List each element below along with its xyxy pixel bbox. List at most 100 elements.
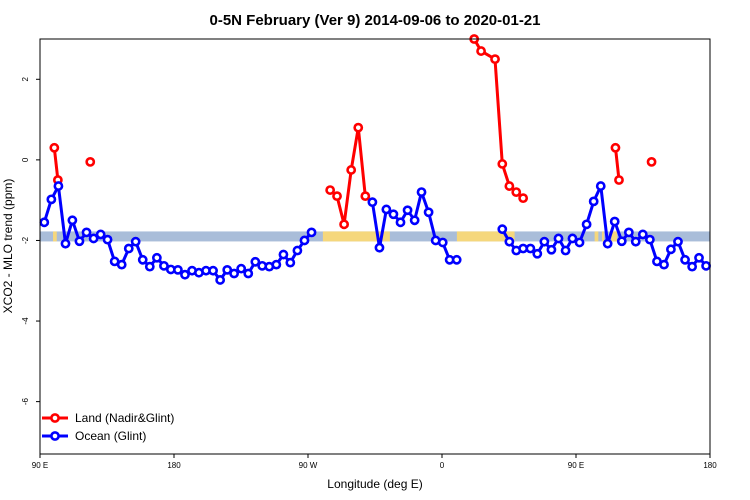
ocean-data-point bbox=[278, 249, 289, 260]
y-tick-label: 0 bbox=[21, 157, 30, 162]
ocean-data-point bbox=[701, 260, 711, 271]
land-data-point bbox=[353, 122, 364, 133]
land-data-point bbox=[614, 175, 624, 185]
legend-land-marker bbox=[50, 413, 60, 423]
land-data-point bbox=[497, 159, 508, 169]
land-data-point bbox=[518, 193, 529, 204]
land-data-point bbox=[325, 185, 336, 195]
ocean-data-point bbox=[299, 235, 310, 246]
ocean-data-point bbox=[637, 229, 648, 240]
land-data-point bbox=[490, 54, 500, 65]
land-data-point bbox=[511, 187, 522, 198]
ocean-data-point bbox=[243, 268, 254, 279]
ocean-data-point bbox=[236, 263, 247, 274]
land-data-point bbox=[49, 142, 60, 153]
ocean-data-point bbox=[680, 254, 690, 265]
ocean-data-point bbox=[694, 252, 704, 263]
land-series-line bbox=[614, 147, 621, 181]
ocean-data-point bbox=[374, 242, 385, 253]
land-data-point bbox=[360, 191, 371, 202]
legend: Land (Nadir&Glint) Ocean (Glint) bbox=[42, 411, 174, 443]
land-series-line bbox=[52, 147, 60, 181]
ocean-data-point bbox=[659, 259, 669, 270]
ocean-data-point bbox=[46, 194, 57, 205]
legend-ocean-label: Ocean (Glint) bbox=[75, 429, 146, 443]
ocean-data-point bbox=[53, 181, 64, 191]
ocean-data-point bbox=[437, 237, 448, 248]
ocean-data-point bbox=[666, 244, 676, 255]
ocean-data-point bbox=[208, 265, 218, 276]
ocean-data-point bbox=[88, 233, 99, 244]
land-data-point bbox=[646, 156, 657, 167]
x-axis: 90 E 180 90 W 0 90 E 180 bbox=[32, 454, 717, 470]
y-tick-label: 2 bbox=[21, 77, 30, 82]
y-tick-label: -4 bbox=[21, 317, 30, 325]
land-data-point bbox=[610, 142, 621, 153]
ocean-data-point bbox=[250, 256, 261, 267]
ocean-data-point bbox=[539, 236, 550, 247]
x-tick-label: 90 W bbox=[299, 461, 318, 470]
ocean-data-point bbox=[546, 244, 557, 255]
ocean-data-point bbox=[560, 245, 571, 256]
land-band-segment bbox=[322, 231, 390, 242]
ocean-data-point bbox=[525, 243, 536, 254]
land-band-segment bbox=[611, 231, 617, 242]
x-tick-label: 90 E bbox=[32, 461, 48, 470]
ocean-data-point bbox=[116, 259, 127, 270]
land-band-segment bbox=[456, 231, 515, 242]
ocean-data-point bbox=[60, 238, 71, 249]
ocean-data-point bbox=[616, 236, 627, 247]
ocean-data-point bbox=[416, 187, 427, 198]
y-axis: 2 0 -2 -4 -6 bbox=[21, 77, 40, 406]
ocean-data-point bbox=[395, 217, 406, 228]
plot-frame bbox=[39, 38, 711, 455]
ocean-data-point bbox=[532, 248, 543, 259]
ocean-data-point bbox=[673, 236, 683, 247]
x-tick-label: 180 bbox=[703, 461, 717, 470]
ocean-data-point bbox=[388, 209, 399, 220]
land-band-segment bbox=[594, 231, 599, 242]
ocean-data-point bbox=[137, 254, 148, 265]
ocean-data-point bbox=[451, 254, 462, 265]
ocean-data-point bbox=[630, 236, 641, 247]
legend-ocean-marker bbox=[50, 431, 60, 441]
ocean-data-point bbox=[687, 261, 698, 272]
ocean-data-point bbox=[423, 207, 434, 218]
ocean-data-point bbox=[292, 245, 303, 256]
x-axis-label: Longitude (deg E) bbox=[327, 477, 422, 491]
ocean-data-point bbox=[215, 275, 226, 285]
ocean-data-point bbox=[306, 227, 317, 238]
ocean-data-point bbox=[567, 233, 578, 244]
land-data-point bbox=[476, 46, 486, 56]
ocean-data-point bbox=[623, 227, 634, 238]
ocean-data-point bbox=[95, 229, 106, 240]
land-data-point bbox=[332, 191, 342, 202]
ocean-data-point bbox=[81, 227, 92, 238]
y-tick-label: -2 bbox=[21, 236, 30, 244]
ocean-data-point bbox=[553, 233, 564, 244]
legend-land-label: Land (Nadir&Glint) bbox=[75, 411, 174, 425]
x-tick-label: 0 bbox=[440, 461, 445, 470]
ocean-data-point bbox=[574, 237, 585, 248]
ocean-data-point bbox=[144, 261, 155, 272]
land-band-segment bbox=[602, 231, 604, 242]
x-tick-label: 90 E bbox=[568, 461, 584, 470]
x-tick-label: 180 bbox=[167, 461, 181, 470]
ocean-data-point bbox=[123, 243, 134, 254]
ocean-data-point bbox=[367, 197, 378, 208]
ocean-data-point bbox=[130, 236, 141, 247]
chart-title: 0-5N February (Ver 9) 2014-09-06 to 2020… bbox=[209, 12, 540, 29]
series-layer bbox=[39, 34, 711, 285]
land-series bbox=[49, 34, 657, 230]
ocean-data-point bbox=[67, 215, 78, 226]
ocean-series bbox=[39, 181, 711, 285]
ocean-data-point bbox=[39, 217, 50, 228]
ocean-data-point bbox=[402, 205, 413, 216]
y-axis-label: XCO2 - MLO trend (ppm) bbox=[1, 179, 15, 314]
ocean-data-point bbox=[102, 234, 113, 245]
y-tick-label: -6 bbox=[21, 398, 30, 406]
ocean-data-point bbox=[381, 204, 392, 215]
land-data-point bbox=[85, 156, 96, 167]
